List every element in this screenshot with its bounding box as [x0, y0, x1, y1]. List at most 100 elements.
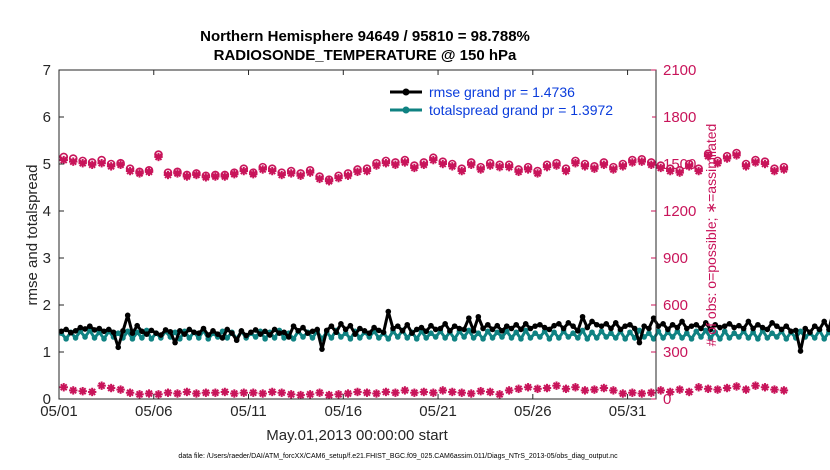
- totalspread-point: [300, 334, 306, 340]
- obs-assimilated-point: [429, 155, 438, 165]
- obs-assimilated-point: [400, 158, 410, 167]
- obs-rejected-point: [694, 383, 703, 392]
- y-left-tick-label: 5: [43, 156, 51, 173]
- totalspread-point: [693, 328, 700, 335]
- obs-rejected-point: [760, 383, 770, 392]
- totalspread-point: [328, 335, 335, 341]
- rmse-point: [399, 328, 406, 334]
- rmse-point: [650, 315, 657, 321]
- obs-assimilated-point: [220, 172, 230, 181]
- rmse-point: [750, 325, 756, 332]
- rmse-point: [693, 321, 700, 328]
- rmse-point: [285, 334, 292, 340]
- obs-assimilated-point: [713, 159, 722, 168]
- totalspread-point: [736, 334, 742, 340]
- rmse-point: [404, 321, 411, 328]
- obs-rejected-point: [448, 387, 457, 397]
- totalspread-point: [413, 336, 420, 342]
- obs-rejected-point: [495, 390, 504, 399]
- rmse-point: [736, 322, 742, 329]
- rmse-point: [172, 339, 178, 346]
- totalspread-point: [489, 335, 496, 341]
- rmse-point: [177, 328, 183, 334]
- obs-assimilated-point: [514, 167, 523, 177]
- totalspread-point: [783, 336, 790, 342]
- obs-rejected-point: [97, 381, 106, 390]
- obs-rejected-point: [78, 386, 87, 396]
- totalspread-point: [612, 335, 619, 341]
- totalspread-point: [475, 330, 482, 337]
- obs-rejected-point: [116, 385, 125, 394]
- totalspread-point: [271, 335, 278, 341]
- obs-assimilated-point: [656, 163, 665, 173]
- obs-assimilated-point: [391, 160, 400, 169]
- rmse-point: [546, 326, 553, 333]
- totalspread-point: [721, 328, 728, 335]
- totalspread-point: [764, 335, 771, 341]
- rmse-point: [579, 313, 586, 320]
- totalspread-point: [527, 335, 534, 341]
- obs-rejected-point: [571, 383, 580, 392]
- totalspread-point: [115, 330, 122, 337]
- rmse-point: [295, 328, 302, 334]
- obs-assimilated-point: [504, 162, 514, 172]
- rmse-point: [556, 321, 562, 327]
- obs-rejected-point: [59, 383, 68, 392]
- rmse-point: [214, 331, 221, 337]
- rmse-point: [205, 332, 212, 338]
- rmse-point: [195, 330, 202, 337]
- totalspread-point: [646, 330, 652, 337]
- rmse-point: [518, 326, 524, 333]
- legend-rmse-label: rmse grand pr = 1.4736: [429, 84, 575, 100]
- totalspread-point: [712, 329, 719, 336]
- rmse-point: [480, 325, 486, 332]
- rmse-point: [281, 329, 287, 336]
- obs-rejected-point: [372, 389, 381, 398]
- rmse-point: [58, 328, 65, 335]
- rmse-point: [186, 326, 193, 333]
- totalspread-point: [338, 334, 344, 340]
- obs-rejected-point: [580, 386, 590, 395]
- totalspread-point: [608, 330, 614, 337]
- obs-assimilated-point: [268, 166, 277, 176]
- totalspread-point: [707, 335, 714, 341]
- obs-rejected-point: [504, 386, 514, 395]
- rmse-point: [570, 323, 576, 329]
- totalspread-point: [466, 327, 472, 334]
- obs-rejected-point: [230, 389, 239, 398]
- y-right-tick-label: 900: [663, 250, 688, 267]
- rmse-point: [333, 329, 339, 336]
- rmse-point: [181, 331, 188, 337]
- rmse-point: [394, 323, 401, 329]
- obs-rejected-point: [381, 387, 391, 397]
- rmse-point: [442, 321, 448, 327]
- y-left-tick-label: 6: [43, 109, 51, 126]
- rmse-point: [721, 323, 728, 329]
- obs-rejected-point: [239, 388, 248, 397]
- rmse-point: [603, 321, 610, 327]
- totalspread-point: [290, 336, 297, 342]
- rmse-point: [759, 324, 766, 331]
- obs-rejected-point: [751, 381, 760, 390]
- rmse-point: [143, 331, 150, 337]
- rmse-point: [707, 326, 714, 333]
- obs-assimilated-point: [722, 154, 732, 163]
- obs-assimilated-point: [580, 162, 590, 171]
- rmse-point: [489, 326, 496, 333]
- y-right-tick-label: 2100: [663, 62, 696, 79]
- obs-rejected-point: [362, 388, 372, 397]
- rmse-point: [352, 331, 358, 337]
- totalspread-point: [262, 336, 268, 342]
- rmse-point: [593, 321, 600, 328]
- obs-assimilated-point: [618, 162, 628, 171]
- obs-assimilated-point: [666, 166, 675, 176]
- rmse-point: [437, 325, 444, 332]
- obs-rejected-point: [353, 387, 362, 397]
- obs-assimilated-point: [533, 169, 542, 178]
- obs-rejected-point: [713, 385, 722, 394]
- totalspread-point: [570, 330, 576, 337]
- obs-rejected-point: [87, 387, 97, 397]
- rmse-point: [665, 326, 671, 333]
- rmse-point: [120, 328, 126, 334]
